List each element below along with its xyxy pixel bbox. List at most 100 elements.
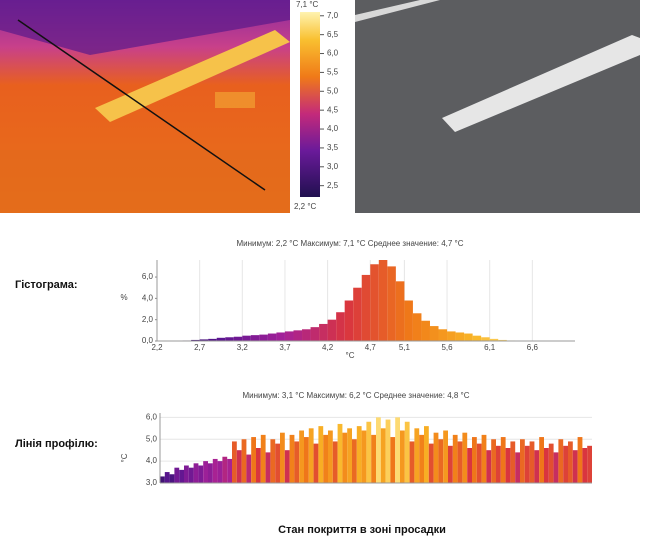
- profile-bar: [198, 466, 203, 484]
- x-axis-label: °C: [346, 351, 355, 360]
- color-scale: [300, 12, 320, 197]
- hist-bar: [225, 337, 234, 341]
- profile-bar: [482, 435, 487, 483]
- profile-bar: [266, 452, 271, 483]
- profile-bar: [170, 474, 175, 483]
- profile-bar: [558, 439, 563, 483]
- chart-title: Минимум: 2,2 °C Максимум: 7,1 °C Среднее…: [236, 239, 463, 248]
- profile-bar: [371, 435, 376, 483]
- hist-bar: [447, 331, 456, 341]
- hist-bar: [473, 336, 482, 341]
- hist-bar: [387, 266, 396, 341]
- profile-bar: [304, 437, 309, 483]
- hist-bar: [285, 331, 294, 341]
- profile-bar: [573, 450, 578, 483]
- profile-bar: [232, 441, 237, 483]
- profile-bar: [174, 468, 179, 483]
- profile-bar: [203, 461, 208, 483]
- scale-tick-label: 6,5: [327, 30, 339, 39]
- profile-bar: [477, 444, 482, 483]
- profile-bar: [530, 441, 535, 483]
- profile-bar: [213, 459, 218, 483]
- profile-bar: [486, 450, 491, 483]
- profile-bar: [534, 450, 539, 483]
- hist-bar: [302, 329, 311, 341]
- scale-tick-label: 4,5: [327, 105, 339, 114]
- profile-bar: [318, 426, 323, 483]
- profile-bar: [352, 439, 357, 483]
- profile-bar: [458, 441, 463, 483]
- profile-bar: [314, 444, 319, 483]
- profile-bar: [299, 431, 304, 484]
- y-tick-label: 3,0: [146, 478, 158, 487]
- profile-bar: [467, 448, 472, 483]
- profile-bar: [256, 448, 261, 483]
- profile-bar: [285, 450, 290, 483]
- hist-bar: [413, 313, 422, 341]
- profile-bar: [218, 461, 223, 483]
- profile-bar: [414, 428, 419, 483]
- profile-bar: [333, 441, 338, 483]
- profile-bar: [290, 435, 295, 483]
- hist-bar: [481, 337, 490, 341]
- scale-tick-label: 3,0: [327, 162, 339, 171]
- profile-bar: [275, 444, 280, 483]
- profile-bar: [189, 468, 194, 483]
- profile-bar: [424, 426, 429, 483]
- x-tick-label: 3,7: [279, 343, 291, 352]
- hist-bar: [276, 332, 285, 341]
- profile-bar: [419, 435, 424, 483]
- hist-bar: [404, 301, 413, 342]
- profile-bar: [227, 459, 232, 483]
- profile-bar: [294, 441, 299, 483]
- scale-max: 7,1 °C: [296, 0, 319, 9]
- hist-bar: [268, 334, 277, 341]
- profile-bar: [362, 431, 367, 484]
- profile-bar: [246, 455, 251, 483]
- profile-bar: [520, 439, 525, 483]
- hist-bar: [311, 327, 320, 341]
- y-axis-label: °C: [120, 453, 129, 462]
- profile-bar: [179, 470, 184, 483]
- hist-bar: [421, 321, 430, 341]
- profile-bar: [366, 422, 371, 483]
- hist-bar: [396, 281, 405, 341]
- y-tick-label: 6,0: [146, 412, 158, 421]
- profile-bar: [395, 417, 400, 483]
- profile-bar: [506, 448, 511, 483]
- x-tick-label: 5,1: [399, 343, 411, 352]
- profile-bar: [237, 450, 242, 483]
- scale-tick-label: 5,0: [327, 86, 339, 95]
- hist-bar: [353, 288, 362, 341]
- x-tick-label: 4,2: [322, 343, 334, 352]
- profile-bar: [510, 441, 515, 483]
- profile-bar: [410, 441, 415, 483]
- profile-bar: [491, 439, 496, 483]
- hist-bar: [251, 335, 260, 341]
- hist-bar: [430, 326, 439, 341]
- profile-bar: [578, 437, 583, 483]
- histogram-label: Гістограма:: [15, 279, 78, 291]
- hist-bar: [345, 301, 354, 342]
- profile-bar: [251, 437, 256, 483]
- scale-tick-label: 4,0: [327, 124, 339, 133]
- profile-bar: [462, 433, 467, 483]
- profile-bar: [539, 437, 544, 483]
- profile-bar: [208, 463, 213, 483]
- hist-bar: [456, 332, 465, 341]
- profile-bar: [472, 437, 477, 483]
- profile-bar: [280, 433, 285, 483]
- profile-bar: [386, 420, 391, 483]
- y-tick-label: 4,0: [146, 456, 158, 465]
- y-tick-label: 6,0: [142, 272, 154, 281]
- profile-bar: [328, 431, 333, 484]
- profile-bar: [242, 439, 247, 483]
- x-tick-label: 5,6: [441, 343, 453, 352]
- y-tick-label: 5,0: [146, 434, 158, 443]
- hist-bar: [234, 337, 243, 341]
- scale-tick-label: 3,5: [327, 143, 339, 152]
- thermal-image: [0, 0, 290, 213]
- hist-bar: [439, 329, 448, 341]
- profile-bar: [563, 446, 568, 483]
